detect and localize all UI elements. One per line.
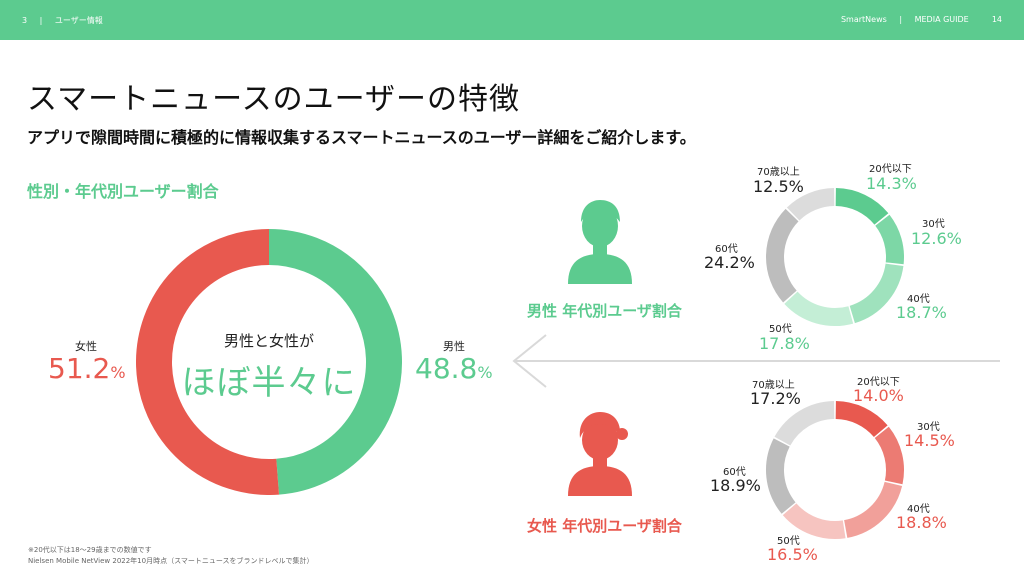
male-age-slice-2: [849, 263, 904, 324]
female-value-20s: 14.0%: [853, 386, 904, 405]
male-value-40s: 18.7%: [896, 303, 947, 322]
center-caption: 男性と女性が: [223, 332, 314, 350]
female-value-30s: 14.5%: [904, 431, 955, 450]
female-label-70s: 70歳以上: [752, 380, 795, 391]
left-arrow-icon: [512, 334, 1000, 388]
female-label-20s: 20代以下: [857, 377, 900, 388]
male-age-slice-3: [784, 291, 854, 326]
male-age-slice-1: [875, 214, 904, 265]
male-person-icon: [568, 200, 632, 284]
male-value-70s: 12.5%: [753, 177, 804, 196]
male-label-60s: 60代: [715, 244, 738, 255]
page-subtitle: アプリで隙間時間に積極的に情報収集するスマートニュースのユーザー詳細をご紹介しま…: [27, 128, 696, 147]
footnote: ※20代以下は18〜29歳までの数値です Nielsen Mobile NetV…: [28, 545, 314, 567]
male-value-50s: 17.8%: [759, 334, 810, 353]
male-label-30s: 30代: [922, 219, 945, 230]
male-label-20s: 20代以下: [869, 164, 912, 175]
male-value-60s: 24.2%: [704, 253, 755, 272]
female-value-40s: 18.8%: [896, 513, 947, 532]
page-number: 3: [22, 16, 28, 25]
female-label-40s: 40代: [907, 504, 930, 515]
female-value-unit: %: [110, 363, 126, 382]
female-label-30s: 30代: [917, 422, 940, 433]
female-label-50s: 50代: [777, 536, 800, 547]
male-value: 48.8%: [415, 352, 493, 385]
male-age-slice-5: [786, 188, 835, 221]
female-value-70s: 17.2%: [750, 389, 801, 408]
section-name: ユーザー情報: [54, 16, 103, 25]
gender-slice-0: [268, 229, 402, 495]
male-group-title: 男性 年代別ユーザ割合: [527, 302, 682, 320]
female-value-number: 51.2: [48, 352, 111, 385]
female-label: 女性: [75, 340, 97, 353]
female-value: 51.2%: [48, 352, 126, 385]
male-age-slice-0: [835, 188, 889, 225]
female-group-title: 女性 年代別ユーザ割合: [527, 517, 682, 535]
male-label-50s: 50代: [769, 324, 792, 335]
female-age-donut-chart: [766, 401, 904, 539]
gender-slice-1: [136, 229, 279, 495]
male-value-30s: 12.6%: [911, 229, 962, 248]
brand-name: SmartNews: [840, 15, 887, 24]
footnote-line-2: Nielsen Mobile NetView 2022年10月時点（スマートニュ…: [28, 557, 314, 565]
female-age-slice-2: [843, 481, 903, 538]
male-label-70s: 70歳以上: [757, 167, 800, 178]
male-age-slice-4: [766, 208, 799, 303]
center-main-text: ほぼ半々に: [181, 363, 357, 403]
male-value-unit: %: [477, 363, 493, 382]
page-number-right: 14: [991, 15, 1002, 24]
header-right: SmartNews | MEDIA GUIDE 14: [841, 15, 1002, 24]
guide-name: MEDIA GUIDE: [914, 15, 969, 24]
gender-donut-chart: [136, 229, 402, 495]
header-left: 3 | ユーザー情報: [22, 15, 103, 26]
section-label: 性別・年代別ユーザー割合: [27, 182, 219, 201]
male-label-40s: 40代: [907, 294, 930, 305]
header-bar: 3 | ユーザー情報 SmartNews | MEDIA GUIDE 14: [0, 0, 1024, 40]
separator: |: [899, 15, 903, 24]
female-age-slice-1: [874, 426, 904, 485]
separator: |: [39, 16, 43, 25]
female-age-slice-3: [782, 503, 846, 539]
female-age-slice-5: [774, 401, 835, 446]
female-age-slice-0: [835, 401, 888, 438]
female-label-60s: 60代: [723, 467, 746, 478]
female-value-60s: 18.9%: [710, 476, 761, 495]
male-age-donut-chart: [766, 188, 904, 326]
female-person-icon: [568, 412, 632, 496]
male-value-number: 48.8: [415, 352, 478, 385]
female-age-slice-4: [766, 438, 796, 514]
female-value-50s: 16.5%: [767, 545, 818, 564]
male-label: 男性: [443, 340, 465, 353]
male-value-20s: 14.3%: [866, 174, 917, 193]
footnote-line-1: ※20代以下は18〜29歳までの数値です: [28, 546, 152, 554]
page-title: スマートニュースのユーザーの特徴: [27, 82, 520, 117]
